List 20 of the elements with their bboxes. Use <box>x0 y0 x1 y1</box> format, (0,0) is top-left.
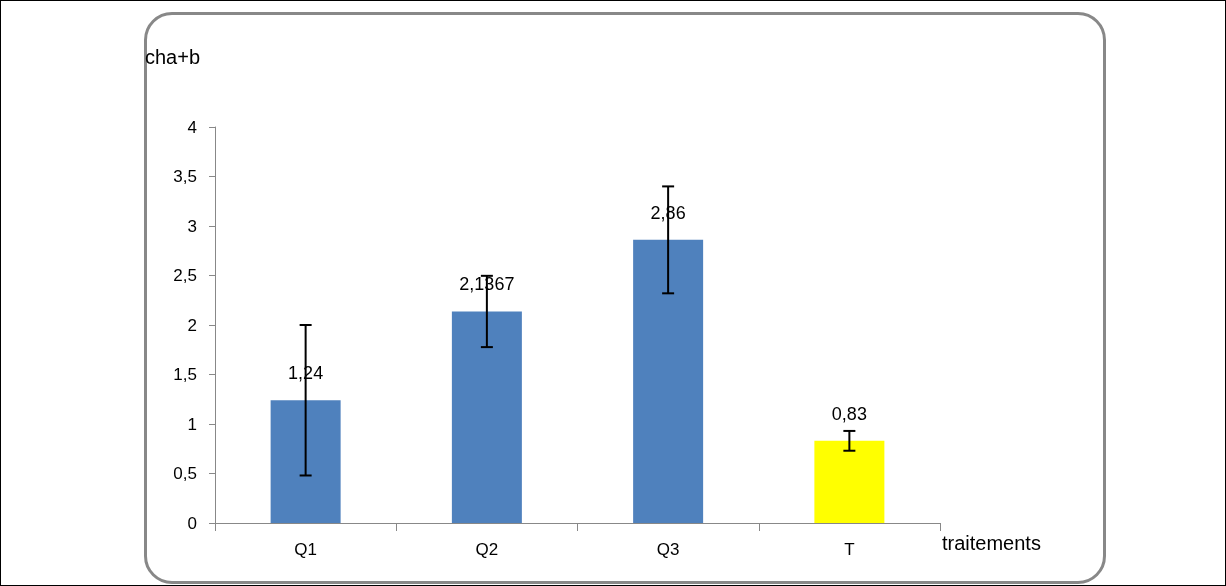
y-tick-label: 4 <box>187 117 197 137</box>
bar <box>270 400 341 523</box>
y-tick-label: 0,5 <box>173 464 197 483</box>
x-tick-label: Q2 <box>475 540 499 559</box>
bar <box>633 239 704 523</box>
x-tick-label: Q1 <box>294 540 317 559</box>
y-tick-label: 3 <box>187 216 197 236</box>
y-tick-label: 1,5 <box>173 365 197 384</box>
bar <box>451 311 522 523</box>
x-axis-title: traitements <box>942 532 1041 554</box>
bar <box>814 440 885 523</box>
x-tick-label: T <box>844 540 855 559</box>
y-tick-label: 2,5 <box>173 266 197 285</box>
y-tick-label: 3,5 <box>173 167 197 186</box>
data-label: 0,83 <box>831 403 867 424</box>
y-axis-title: cha+b <box>145 46 201 68</box>
y-tick-label: 1 <box>187 414 197 434</box>
y-tick-label: 2 <box>187 315 197 335</box>
x-tick-label: Q3 <box>656 540 680 559</box>
y-tick-label: 0 <box>187 513 197 533</box>
